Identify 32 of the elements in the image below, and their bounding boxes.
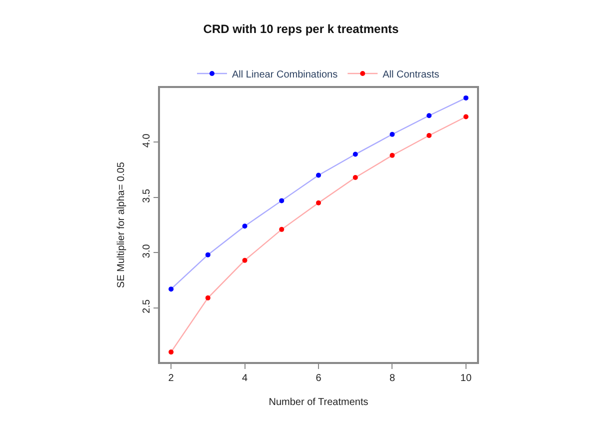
point [242, 258, 248, 263]
legend-label: All Contrasts [382, 69, 440, 80]
point [316, 200, 321, 206]
y-tick-label: 2.5 [141, 298, 152, 314]
point [168, 286, 174, 292]
point [390, 152, 395, 158]
point [279, 198, 284, 204]
point [426, 113, 432, 118]
y-tick-label: 3.5 [141, 188, 152, 203]
point [205, 252, 210, 258]
point [168, 350, 174, 355]
y-tick-label: 4.0 [141, 133, 152, 148]
x-tick-label: 6 [316, 372, 322, 384]
point [352, 152, 358, 157]
y-axis-title: SE Multiplier for alpha= 0.05 [116, 162, 127, 288]
y-tick-label: 3.0 [141, 244, 152, 258]
x-tick-label: 8 [389, 372, 396, 384]
x-tick-label: 4 [242, 372, 248, 384]
legend-label: All Linear Combinations [232, 69, 338, 80]
x-tick-label: 10 [460, 372, 472, 384]
point [316, 172, 321, 178]
point [279, 226, 284, 232]
point [463, 95, 468, 100]
point [463, 114, 468, 120]
x-axis-title: Number of Treatments [268, 396, 368, 408]
point [352, 174, 358, 180]
point [426, 133, 432, 138]
point [205, 295, 210, 300]
point [390, 132, 395, 137]
point [242, 224, 248, 229]
x-tick-label: 2 [168, 372, 174, 384]
chart-title: CRD with 10 reps per k treatments [203, 22, 400, 36]
